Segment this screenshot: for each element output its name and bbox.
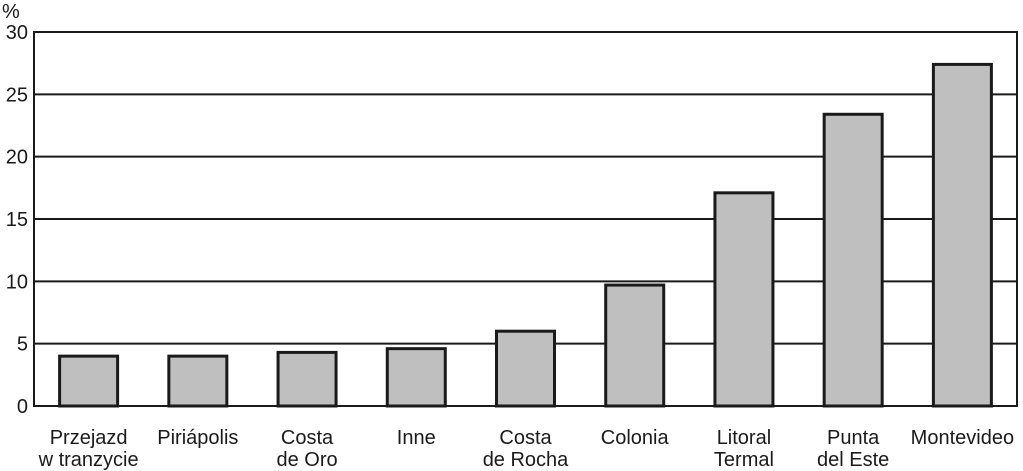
x-category-label: Colonia: [601, 427, 670, 449]
plot-frame: [33, 31, 1018, 407]
bar: [713, 191, 775, 408]
bars: [58, 62, 993, 408]
y-tick-label: 0: [17, 396, 28, 418]
x-category-label: Inne: [397, 427, 436, 449]
x-category-label-line: Inne: [397, 427, 436, 449]
bar: [167, 354, 229, 408]
x-category-label-line: Montevideo: [911, 427, 1014, 449]
x-category-label-line: de Rocha: [483, 449, 569, 471]
bar: [822, 112, 884, 408]
x-category-label: Piriápolis: [157, 427, 238, 449]
y-tick-label: 25: [6, 84, 28, 106]
x-category-label-line: Termal: [714, 449, 774, 471]
x-category-label-line: w tranzycie: [38, 449, 139, 471]
y-axis-unit-label: %: [2, 1, 20, 23]
x-category-label-line: del Este: [817, 449, 889, 471]
x-category-label-line: Costa: [281, 427, 334, 449]
x-category-label-line: Przejazd: [50, 427, 128, 449]
x-category-label-line: Colonia: [601, 427, 670, 449]
x-category-label: Costa de Rocha: [483, 427, 569, 471]
x-category-label: Costa de Oro: [276, 427, 337, 471]
y-tick-label: 5: [17, 334, 28, 356]
plot-border: [33, 31, 1018, 407]
bar: [931, 62, 993, 408]
x-category-label-line: Litoral: [717, 427, 771, 449]
x-category-label: Przejazd w tranzycie: [38, 427, 139, 471]
x-category-label: Montevideo: [911, 427, 1014, 449]
y-tick-label: 15: [6, 209, 28, 231]
x-category-label-line: de Oro: [276, 449, 337, 471]
x-category-label-line: Costa: [499, 427, 552, 449]
x-category-label-line: Punta: [827, 427, 880, 449]
bar: [58, 354, 120, 408]
x-category-label-line: Piriápolis: [157, 427, 238, 449]
bar: [385, 347, 447, 408]
x-category-label: Punta del Este: [817, 427, 889, 471]
bar: [276, 350, 338, 408]
y-tick-label: 30: [6, 22, 28, 44]
bar: [495, 329, 556, 408]
x-category-label: Litoral Termal: [714, 427, 774, 471]
y-tick-label: 20: [6, 147, 28, 169]
y-tick-label: 10: [6, 271, 28, 293]
bar: [604, 283, 666, 408]
y-axis-ticks: 0 5 10 15 20 25 30: [6, 22, 28, 418]
